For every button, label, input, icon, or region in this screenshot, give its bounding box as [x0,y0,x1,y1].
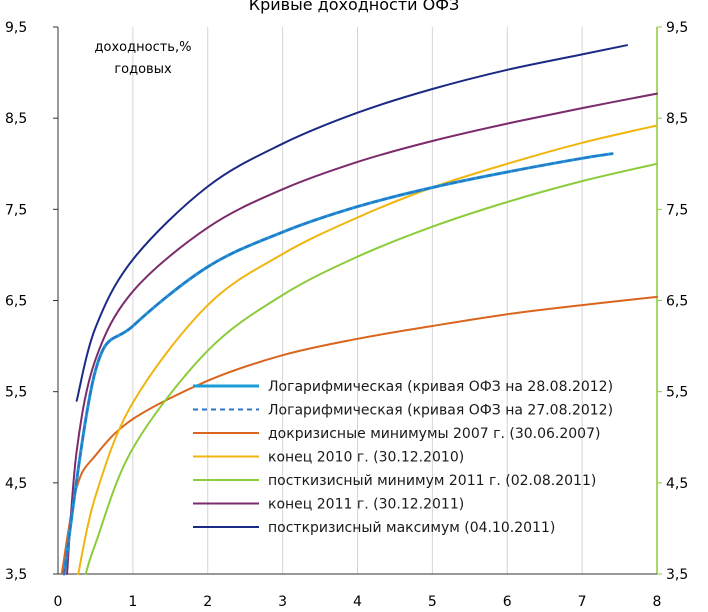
y-tick-label-right: 8,5 [666,111,688,127]
x-tick-label: 4 [353,594,362,610]
y-annotation-line2: годовых [114,62,172,77]
series-line-6 [75,44,628,402]
series-lines [60,44,658,576]
series-line-5 [66,92,658,575]
y-tick-label-left: 6,5 [5,294,27,310]
y-axis-right-ticks: 3,5 4,5 5,5 6,5 7,5 8,5 9,5 [666,20,688,583]
x-tick-label: 3 [278,594,287,610]
x-tick-label: 5 [428,594,437,610]
y-tick-label-left: 7,5 [5,202,27,218]
y-tick-label-right: 4,5 [666,476,688,492]
x-tick-label: 6 [503,594,512,610]
x-tick-label: 1 [128,594,137,610]
y-tick-label-right: 3,5 [666,567,688,583]
y-tick-label-right: 6,5 [666,294,688,310]
y-tick-label-left: 5,5 [5,385,27,401]
y-tick-label-left: 9,5 [5,20,27,36]
x-tick-label: 7 [578,594,587,610]
series-line-3 [77,124,658,575]
y-axis-left-ticks: 3,5 4,5 5,5 6,5 7,5 8,5 9,5 [5,20,27,583]
x-axis-ticks: 0 1 2 3 4 5 6 7 8 [54,594,662,610]
legend-label-5: конец 2011 г. (30.12.2011) [268,497,464,513]
y-tick-label-right: 7,5 [666,202,688,218]
legend-label-6: посткризисный максимум (04.10.2011) [268,520,555,536]
axes [53,26,662,575]
series-line-2 [60,295,658,575]
x-tick-label: 8 [653,594,662,610]
y-tick-label-left: 8,5 [5,111,27,127]
x-tick-label: 2 [203,594,212,610]
y-tick-label-left: 3,5 [5,567,27,583]
legend-label-1: Логарифмическая (кривая ОФЗ на 27.08.201… [268,403,613,419]
legend-label-0: Логарифмическая (кривая ОФЗ на 28.08.201… [268,379,613,395]
y-tick-label-right: 5,5 [666,385,688,401]
chart-title: Кривые доходности ОФЗ [249,0,460,14]
y-annotation-line1: доходность,% [95,40,192,55]
y-tick-label-left: 4,5 [5,476,27,492]
legend-label-4: посткизисный минимум 2011 г. (02.08.2011… [268,473,596,489]
grid-lines [132,27,583,574]
y-tick-label-right: 9,5 [666,20,688,36]
series-line-4 [84,162,658,575]
legend-label-3: конец 2010 г. (30.12.2010) [268,450,464,466]
x-tick-label: 0 [54,594,63,610]
series-line-1 [63,152,614,575]
legend-label-2: докризисные минимумы 2007 г. (30.06.2007… [268,426,600,442]
legend: Логарифмическая (кривая ОФЗ на 28.08.201… [193,379,613,536]
